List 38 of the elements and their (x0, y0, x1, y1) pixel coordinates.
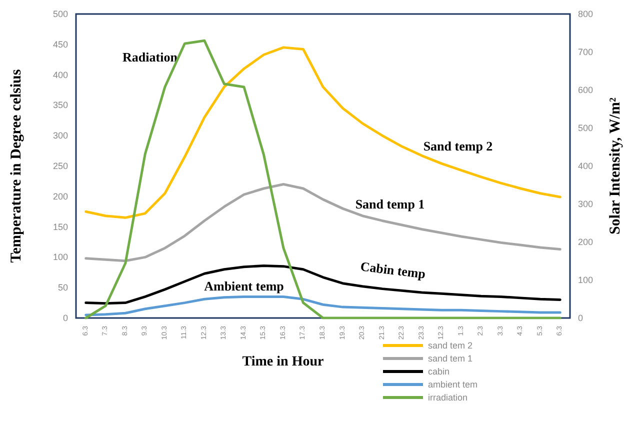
y-tick-label: 150 (52, 222, 68, 232)
y2-tick-label: 700 (578, 47, 594, 57)
line-series (84, 39, 562, 320)
line-series (84, 264, 562, 305)
y2-tick-label: 0 (578, 313, 584, 323)
y-tick-label: 250 (52, 161, 68, 171)
y-tick-label: 350 (52, 100, 68, 110)
y-tick-label: 500 (52, 9, 68, 19)
legend-label: irradiation (428, 392, 468, 402)
y2-tick-label: 100 (578, 275, 594, 285)
annotation: Ambient temp (204, 278, 284, 294)
x-axis-title: Time in Hour (242, 354, 324, 370)
y-tick-label: 50 (58, 282, 68, 293)
y-tick-label: 400 (52, 70, 68, 80)
annotation: Sand temp 2 (423, 138, 493, 154)
y-tick-label: 200 (52, 191, 68, 202)
y2-tick-label: 600 (578, 85, 594, 95)
y2-axis-title: Solar Intensity, W/m² (608, 97, 624, 234)
legend-label: sand tem 2 (428, 340, 473, 350)
annotation: Cabin temp (360, 258, 426, 282)
y-tick-label: 300 (52, 130, 68, 141)
legend-label: ambient tem (428, 380, 478, 390)
y-tick-label: 100 (52, 252, 68, 262)
annotation: Sand temp 1 (355, 196, 425, 212)
line-series (84, 46, 562, 219)
y2-tick-label: 200 (578, 237, 594, 247)
annotation: Radiation (122, 50, 178, 64)
legend-label: sand tem 1 (428, 354, 473, 364)
legend-label: cabin (428, 366, 450, 376)
y-tick-label: 0 (62, 313, 68, 323)
line-series (84, 295, 562, 316)
y2-tick-label: 800 (578, 9, 594, 19)
y2-tick-label: 400 (578, 161, 594, 171)
y-axis-title: Temperature in Degree celsius (8, 69, 24, 263)
line-series (84, 182, 562, 262)
y-tick-label: 450 (52, 39, 68, 50)
y2-tick-label: 300 (578, 199, 594, 209)
y2-tick-label: 500 (578, 123, 594, 133)
